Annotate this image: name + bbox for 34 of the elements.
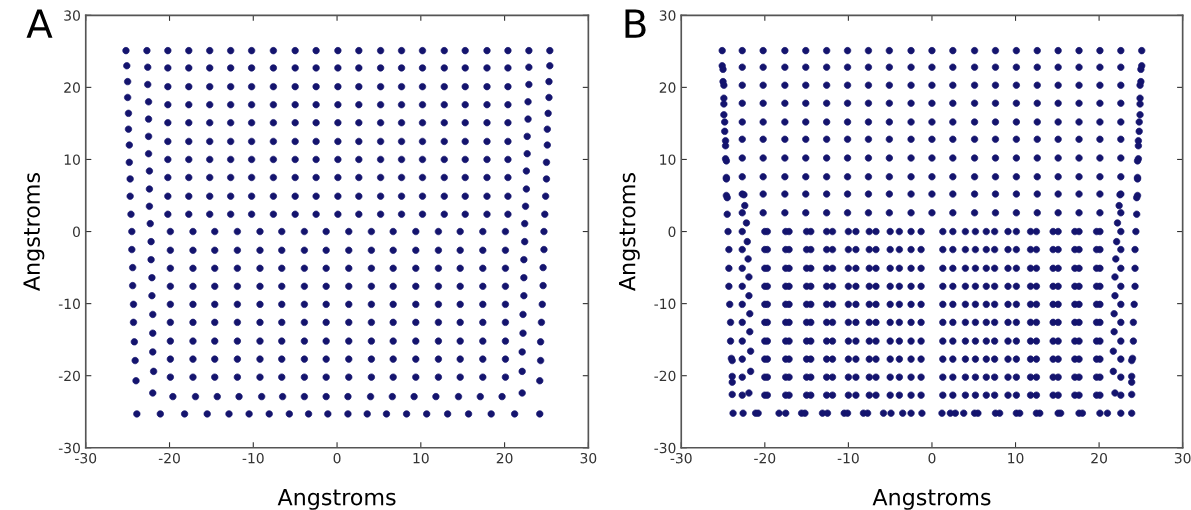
x-tick-label: 10 [413, 452, 429, 464]
y-tick-label: -30 [58, 442, 80, 454]
y-tick-label: -10 [654, 298, 676, 310]
x-tick-label: -20 [754, 452, 776, 464]
x-tick-label: -30 [670, 452, 692, 464]
y-tick-label: 30 [64, 10, 80, 21]
x-tick-label: -10 [242, 452, 264, 464]
y-tick-label: 10 [660, 154, 676, 165]
text: B [625, 9, 646, 38]
x-tick-label: -30 [75, 452, 97, 464]
x-tick-label: 20 [496, 452, 513, 464]
y-tick-label: 0 [668, 226, 676, 238]
y-tick-label: 10 [64, 154, 80, 165]
x-axis-title: Angstroms [277, 488, 396, 510]
x-tick-label: -10 [837, 452, 859, 464]
x-axis-title: Angstroms [872, 488, 991, 510]
y-tick-label: 0 [72, 226, 80, 238]
x-tick-label: 0 [333, 452, 341, 464]
x-tick-label: 30 [580, 452, 597, 464]
y-tick-label: 20 [659, 82, 676, 93]
y-tick-label: -10 [58, 298, 80, 310]
y-tick-label: 30 [659, 10, 676, 21]
x-tick-label: 0 [928, 452, 936, 464]
y-tick-label: -20 [58, 370, 80, 382]
y-tick-label: -20 [654, 370, 676, 382]
x-tick-label: 10 [1008, 452, 1024, 464]
x-tick-label: 30 [1174, 452, 1191, 464]
x-tick-label: -20 [158, 452, 180, 464]
x-tick-label: 20 [1091, 452, 1108, 464]
y-tick-label: -30 [654, 442, 676, 454]
y-tick-label: 20 [64, 82, 80, 93]
text: A [26, 9, 53, 38]
y-axis-title: Angstroms [618, 173, 640, 291]
y-axis-title: Angstroms [23, 173, 45, 291]
